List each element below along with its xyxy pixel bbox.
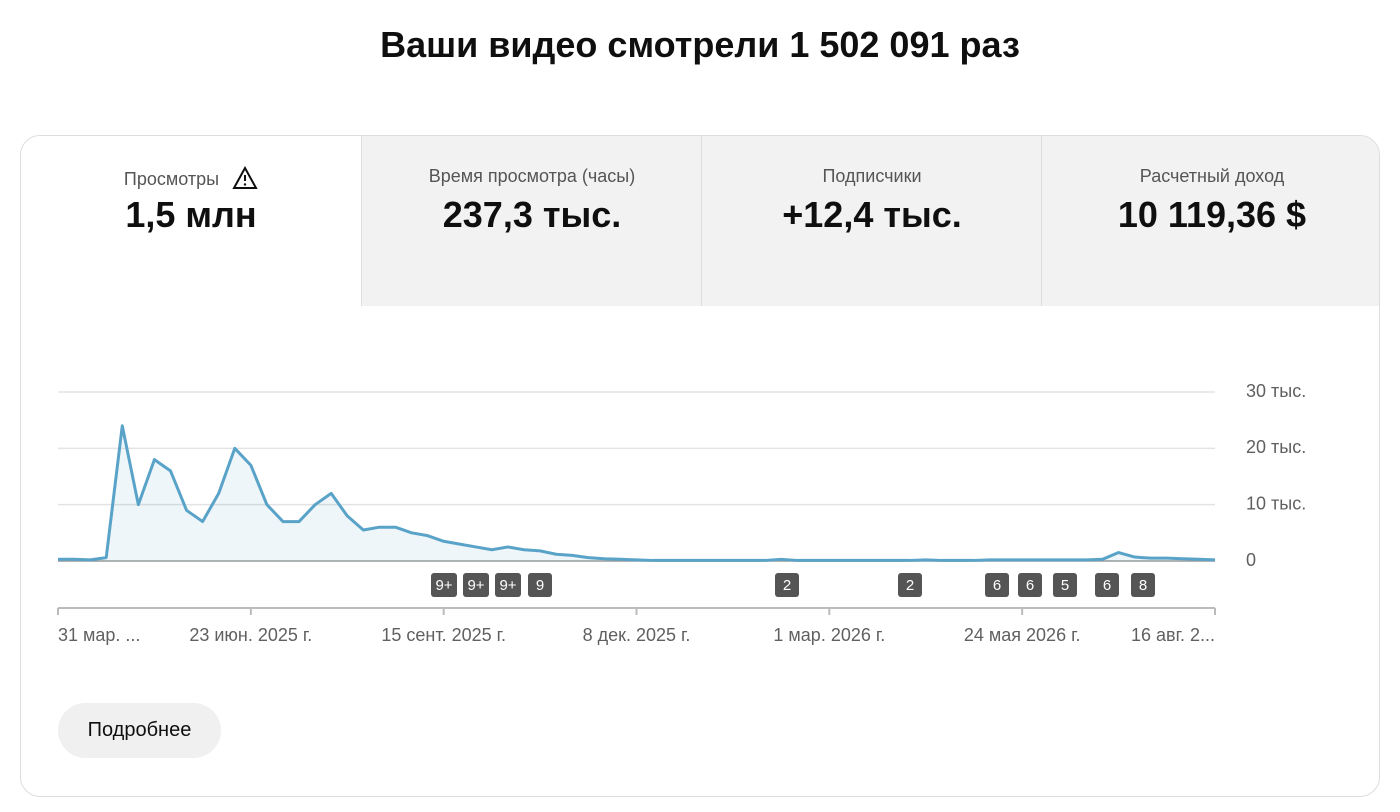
annotation-badge: 8 [1131, 573, 1155, 597]
annotation-badge: 6 [985, 573, 1009, 597]
annotation-badge: 9 [528, 573, 552, 597]
analytics-card: Просмотры 1,5 млн Время просмотра (часы)… [20, 135, 1380, 797]
details-button[interactable]: Подробнее [58, 703, 221, 758]
annotation-badge: 9+ [431, 573, 457, 597]
badge-bg [985, 573, 1009, 597]
y-tick-label: 30 тыс. [1246, 381, 1306, 401]
x-tick-label: 24 мая 2026 г. [964, 625, 1081, 645]
annotation-badge: 2 [775, 573, 799, 597]
annotation-badge: 9+ [463, 573, 489, 597]
area [58, 425, 1215, 561]
tab[interactable]: Время просмотра (часы) 237,3 тыс. [361, 136, 702, 306]
annotation-badge: 6 [1095, 573, 1119, 597]
annotation-badge: 6 [1018, 573, 1042, 597]
tab[interactable]: Подписчики +12,4 тыс. [701, 136, 1042, 306]
badge-label: 6 [1026, 577, 1034, 594]
annotation-badge: 5 [1053, 573, 1077, 597]
badge-bg [1095, 573, 1119, 597]
warning-icon [232, 165, 258, 189]
tab-value: 1,5 млн [125, 194, 257, 235]
tab-value: +12,4 тыс. [782, 194, 962, 235]
tab-label: Время просмотра (часы) [428, 166, 636, 186]
badge-label: 9+ [467, 577, 484, 594]
y-tick-label: 10 тыс. [1246, 493, 1306, 513]
badge-bg [1131, 573, 1155, 597]
badge-bg [1018, 573, 1042, 597]
tab[interactable]: Просмотры 1,5 млн [21, 136, 361, 306]
tab[interactable]: Расчетный доход 10 119,36 $ [1041, 136, 1379, 306]
annotation-badge: 9+ [495, 573, 521, 597]
badge-label: 2 [783, 577, 791, 594]
badge-label: 6 [993, 577, 1001, 594]
badge-bg [463, 573, 489, 597]
badge-bg [898, 573, 922, 597]
y-tick-label: 0 [1246, 550, 1256, 570]
badge-label: 8 [1139, 577, 1147, 594]
x-tick-label: 23 июн. 2025 г. [189, 625, 312, 645]
badge-label: 2 [906, 577, 914, 594]
line [58, 424, 1216, 562]
y-tick-label: 20 тыс. [1246, 437, 1306, 457]
badge-label: 9+ [499, 577, 516, 594]
x-tick-label: 8 дек. 2025 г. [583, 625, 691, 645]
annotation-badge: 2 [898, 573, 922, 597]
badge-bg [775, 573, 799, 597]
tab-label: Подписчики [822, 166, 922, 186]
badge-bg [431, 573, 457, 597]
badge-label: 9 [536, 577, 544, 594]
tab-label-row: Просмотры [21, 165, 361, 189]
badge-label: 9+ [435, 577, 452, 594]
badge-bg [1053, 573, 1077, 597]
tab-label: Расчетный доход [1139, 166, 1285, 186]
x-tick-label: 15 сент. 2025 г. [381, 625, 506, 645]
page-title: Ваши видео смотрели 1 502 091 раз [380, 24, 1020, 65]
x-tick-label: 16 авг. 2... [1131, 625, 1215, 645]
tab-value: 10 119,36 $ [1117, 194, 1307, 235]
tab-label: Просмотры [123, 169, 220, 189]
x-tick-label: 1 мар. 2026 г. [773, 625, 885, 645]
badge-label: 6 [1103, 577, 1111, 594]
badge-bg [528, 573, 552, 597]
x-tick-label: 31 мар. ... [58, 625, 140, 645]
tab-value: 237,3 тыс. [442, 194, 622, 235]
badge-label: 5 [1061, 577, 1069, 594]
badge-bg [495, 573, 521, 597]
